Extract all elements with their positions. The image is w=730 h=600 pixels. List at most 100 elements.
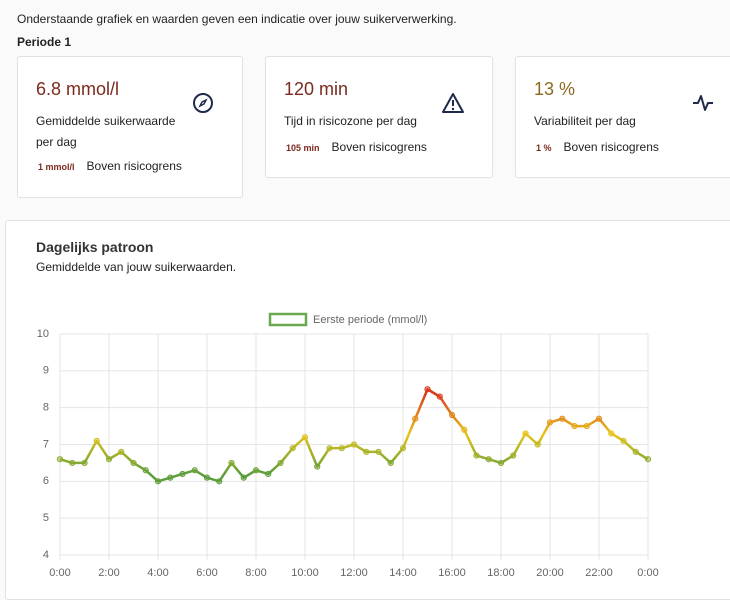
chart-card: Dagelijks patroon Gemiddelde van jouw su… [5, 220, 730, 600]
y-tick-label: 8 [43, 402, 49, 414]
intro: Onderstaande grafiek en waarden geven ee… [17, 12, 457, 26]
data-point [559, 415, 566, 422]
x-tick-label: 22:00 [585, 567, 613, 579]
data-point [265, 470, 272, 478]
card-sub-value: 105 min [286, 143, 320, 153]
data-point [191, 467, 198, 474]
data-point [632, 448, 639, 455]
data-point [69, 459, 76, 467]
data-point [534, 441, 541, 448]
x-tick-label: 2:00 [98, 567, 119, 579]
card-sub-label: Boven risicogrens [331, 140, 427, 154]
data-point [118, 448, 125, 455]
card-value: 120 min [284, 79, 349, 99]
data-point [375, 448, 382, 455]
activity-icon [693, 95, 713, 111]
page: {"header": {"intro": "Onderstaande grafi… [5, 12, 730, 600]
data-line [59, 388, 649, 483]
data-point [240, 474, 247, 481]
legend-label: Eerste periode (mmol/l) [313, 314, 427, 326]
stat-card: 13 % Variabiliteit per dag 1 % Boven risi… [515, 56, 730, 178]
period-label: Periode 1 [17, 35, 72, 49]
card-sub-value: 1 mmol/l [38, 162, 75, 172]
data-point [289, 445, 296, 452]
x-tick-label: 10:00 [291, 567, 319, 579]
stat-card: 6.8 mmol/l Gemiddelde suikerwaarde per d… [17, 56, 243, 198]
data-point [571, 422, 578, 430]
data-point [167, 474, 174, 481]
card-sub-value: 1 % [536, 143, 552, 153]
x-tick-label: 14:00 [389, 567, 417, 579]
data-point [461, 426, 468, 433]
data-point [510, 452, 517, 459]
card-label: Variabiliteit per dag [534, 114, 636, 128]
data-point [620, 437, 627, 444]
data-point [522, 430, 529, 437]
data-point [105, 456, 113, 463]
legend-swatch [268, 312, 308, 327]
y-tick-label: 10 [37, 328, 49, 340]
data-point [179, 470, 186, 478]
data-point [387, 459, 394, 467]
x-tick-label: 6:00 [196, 567, 217, 579]
data-point [216, 478, 223, 485]
data-point [399, 445, 407, 452]
chart-title: Dagelijks patroon [36, 239, 154, 255]
data-point [314, 463, 321, 470]
data-point [644, 456, 652, 463]
data-point [326, 445, 333, 452]
data-point [81, 459, 88, 467]
card-sub: 105 min Boven risicogrens [286, 140, 427, 154]
data-point [228, 459, 235, 467]
data-point [338, 445, 345, 452]
y-tick-label: 4 [43, 549, 49, 561]
card-sub: 1 mmol/l Boven risicogrens [38, 159, 182, 173]
y-tick-label: 7 [43, 438, 49, 450]
compass-icon [193, 93, 213, 113]
data-point [93, 437, 100, 444]
x-tick-label: 12:00 [340, 567, 368, 579]
data-point [350, 441, 358, 448]
data-point [485, 456, 492, 463]
x-tick-label: 4:00 [147, 567, 168, 579]
data-point [424, 386, 431, 393]
data-point [546, 419, 554, 426]
x-tick-label: 8:00 [245, 567, 266, 579]
y-tick-label: 5 [43, 512, 49, 524]
data-point [436, 393, 443, 400]
data-point [203, 474, 211, 481]
data-point [448, 411, 456, 419]
y-tick-label: 6 [43, 475, 49, 487]
card-label: Tijd in risicozone per dag [284, 114, 417, 128]
x-tick-label: 16:00 [438, 567, 466, 579]
card-value: 6.8 mmol/l [36, 79, 120, 99]
x-tick-label: 18:00 [487, 567, 515, 579]
data-point [412, 415, 419, 422]
data-point [595, 415, 603, 422]
chart-subtitle: Gemiddelde van jouw suikerwaarden. [36, 260, 237, 274]
card-sub: 1 % Boven risicogrens [536, 140, 659, 154]
x-tick-label: 20:00 [536, 567, 564, 579]
data-point [154, 478, 162, 485]
card-sub-label: Boven risicogrens [563, 140, 659, 154]
data-point [497, 459, 505, 467]
data-point [277, 459, 284, 467]
x-tick-label: 0:00 [49, 567, 70, 579]
data-point [363, 448, 370, 455]
x-tick-label: 0:00 [637, 567, 658, 579]
data-point [608, 430, 615, 437]
y-tick-label: 9 [43, 365, 49, 377]
data-point [252, 467, 260, 474]
data-point [130, 459, 137, 467]
chart: 4 5 6 7 8 9 10 0:00 2:00 4:00 6:00 8:00 10:00 12:00 14… [37, 312, 659, 579]
card-value: 13 % [534, 79, 576, 99]
card-label: Gemiddelde suikerwaarde per dag [36, 114, 176, 149]
warning-icon [442, 93, 464, 113]
data-point [583, 422, 590, 430]
data-point [301, 434, 309, 441]
data-point [56, 456, 64, 463]
card-sub-label: Boven risicogrens [86, 159, 182, 173]
stat-card: 120 min Tijd in risicozone per dag 105 m… [265, 56, 493, 178]
data-point [142, 467, 149, 474]
data-point [473, 452, 480, 459]
